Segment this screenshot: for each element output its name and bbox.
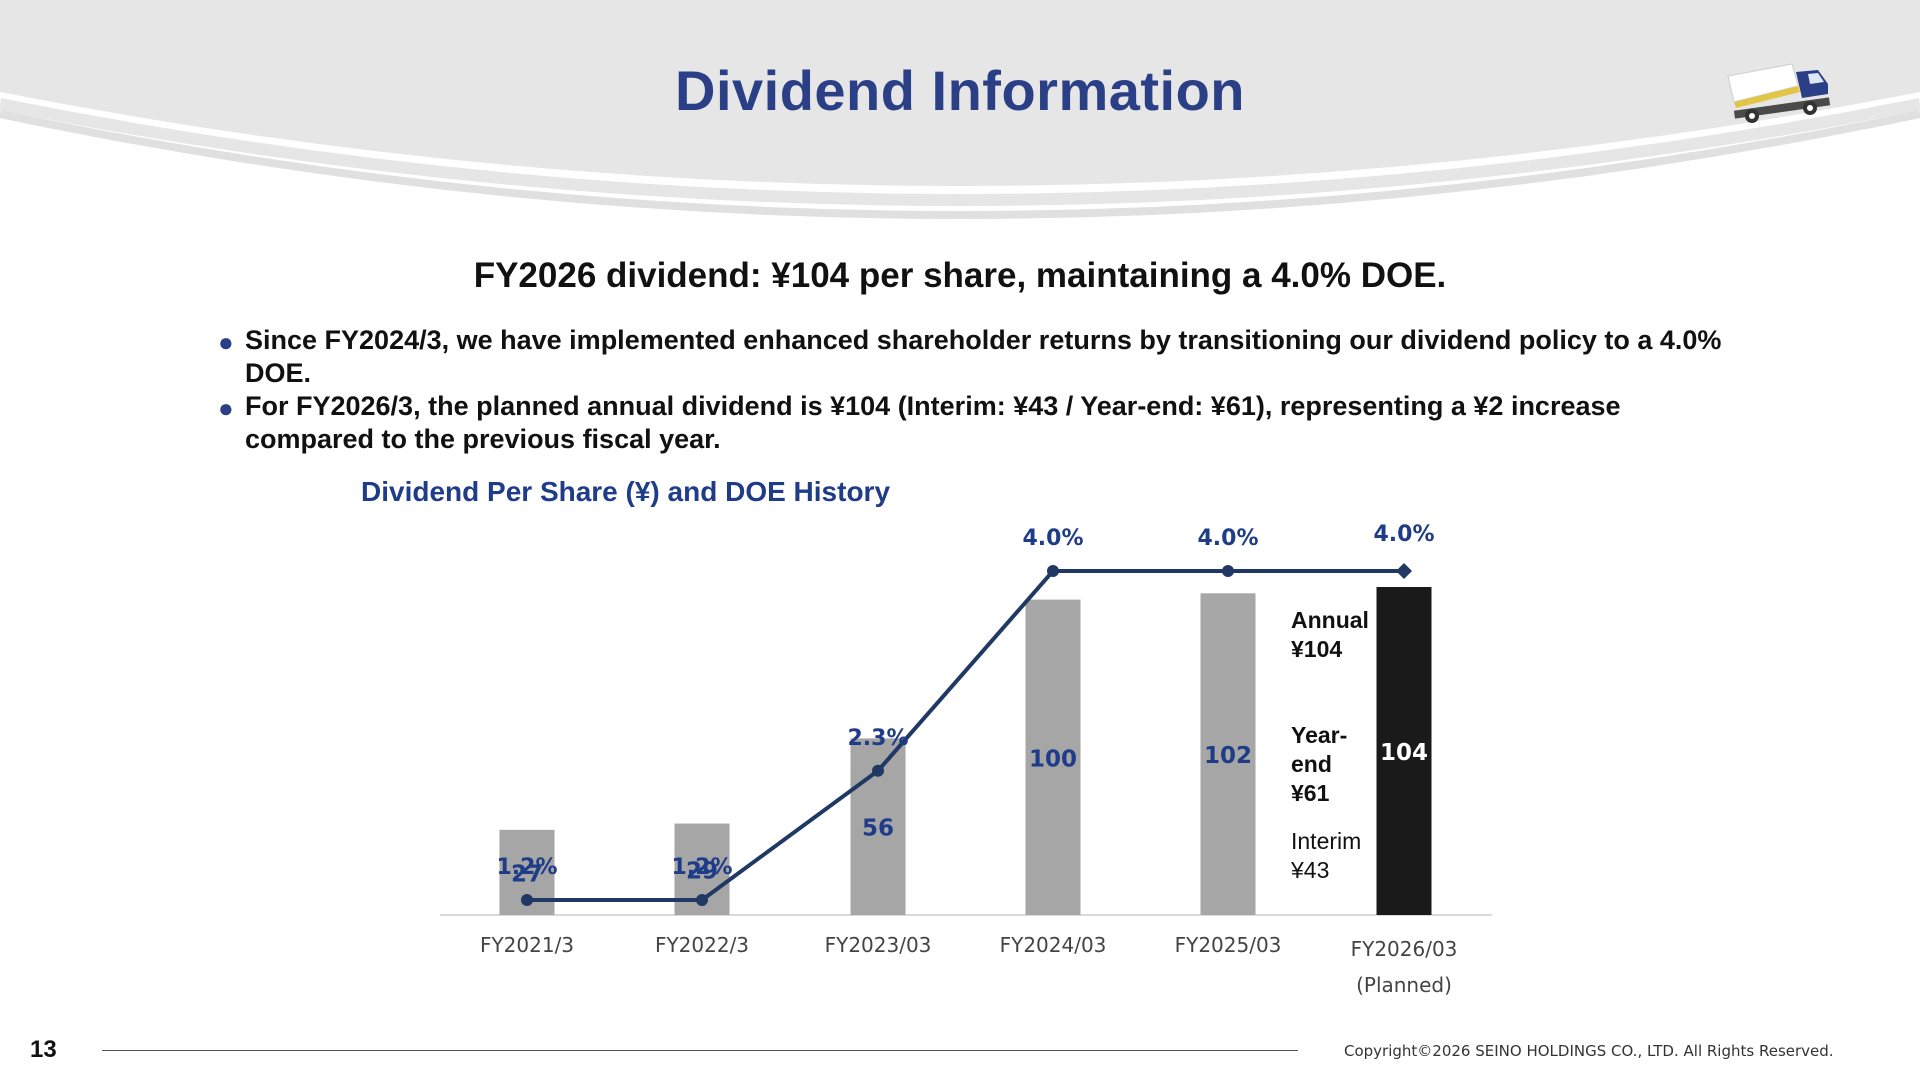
- bullet-item: ● For FY2026/3, the planned annual divid…: [218, 390, 1738, 456]
- bar: [1200, 593, 1256, 915]
- doe-value-label: 1.2%: [496, 855, 557, 880]
- year-end-value: ¥61: [1291, 780, 1330, 806]
- x-tick-label: FY2024/03: [1000, 933, 1107, 957]
- x-tick-label: FY2023/03: [825, 933, 932, 957]
- page-number: 13: [30, 1036, 57, 1063]
- doe-value-label: 2.3%: [847, 726, 908, 751]
- x-tick-label: FY2026/03: [1351, 937, 1458, 961]
- footer-divider: [102, 1050, 1298, 1051]
- page-title: Dividend Information: [675, 59, 1245, 122]
- bar: [1025, 599, 1081, 915]
- doe-point: [1047, 565, 1059, 577]
- x-tick-label: FY2021/3: [480, 933, 574, 957]
- annual-label: Annual: [1291, 607, 1369, 633]
- doe-point: [696, 894, 708, 906]
- interim-label: Interim: [1291, 828, 1362, 854]
- truck-logo-icon: [1727, 63, 1831, 123]
- doe-point: [872, 764, 884, 777]
- interim-value: ¥43: [1291, 857, 1330, 883]
- header-background: [0, 0, 1920, 219]
- headline: FY2026 dividend: ¥104 per share, maintai…: [473, 256, 1447, 295]
- doe-point: [1396, 563, 1412, 579]
- bar-value-label: 29: [686, 858, 718, 884]
- x-tick-label: FY2025/03: [1175, 933, 1282, 957]
- x-tick-label: FY2022/3: [655, 933, 749, 957]
- bar-value-label: 56: [862, 816, 894, 842]
- interim-annotation: Interim ¥43: [1291, 827, 1361, 885]
- year-end-annotation: Year- end ¥61: [1291, 721, 1347, 808]
- chart-title: Dividend Per Share (¥) and DOE History: [361, 476, 891, 507]
- bar-value-label: 102: [1204, 743, 1252, 769]
- bullet-text: Since FY2024/3, we have implemented enha…: [245, 325, 1722, 388]
- bar: [1376, 587, 1432, 915]
- bullet-item: ● Since FY2024/3, we have implemented en…: [218, 324, 1738, 390]
- doe-value-label: 4.0%: [1022, 526, 1083, 551]
- doe-line: [527, 569, 1404, 902]
- doe-point: [1222, 565, 1234, 577]
- doe-value-label: 4.0%: [1373, 522, 1434, 547]
- bar-value-label: 104: [1380, 740, 1428, 766]
- bullet-list: ● Since FY2024/3, we have implemented en…: [218, 324, 1738, 456]
- annual-annotation: Annual ¥104: [1291, 606, 1369, 664]
- bar-value-label: 27: [511, 861, 543, 887]
- bullet-text: For FY2026/3, the planned annual dividen…: [245, 391, 1621, 454]
- bar-value-label: 100: [1029, 746, 1077, 772]
- doe-value-label: 4.0%: [1197, 526, 1258, 551]
- copyright: Copyright©2026 SEINO HOLDINGS CO., LTD. …: [1344, 1042, 1834, 1060]
- doe-value-label: 1.2%: [671, 855, 732, 880]
- bullet-dot-icon: ●: [218, 327, 234, 357]
- bullet-dot-icon: ●: [218, 393, 234, 423]
- doe-point: [521, 894, 533, 906]
- year-end-label-2: end: [1291, 751, 1332, 777]
- year-end-label-1: Year-: [1291, 722, 1348, 748]
- annual-value: ¥104: [1291, 636, 1343, 662]
- x-tick-sublabel: (Planned): [1356, 973, 1452, 997]
